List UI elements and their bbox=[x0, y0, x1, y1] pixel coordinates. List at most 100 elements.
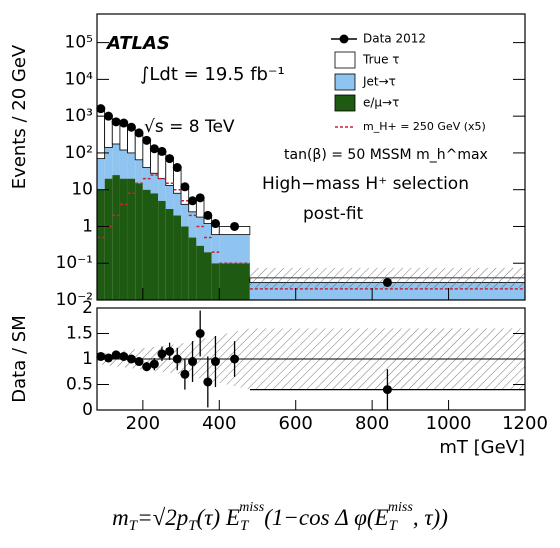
hist-bar bbox=[127, 178, 136, 300]
hist-bar bbox=[181, 226, 189, 300]
formula-part: T bbox=[240, 518, 250, 534]
x-tick-label: 1000 bbox=[426, 413, 472, 434]
legend-label: Data 2012 bbox=[363, 32, 426, 46]
ratio-point bbox=[157, 349, 167, 359]
hist-bar bbox=[165, 208, 174, 300]
hist-bar bbox=[219, 263, 250, 300]
annotation: post-fit bbox=[303, 204, 364, 224]
hist-bar bbox=[104, 178, 113, 300]
hist-bar bbox=[219, 234, 250, 264]
y-tick-label: 0 bbox=[82, 400, 93, 420]
hist-bar bbox=[165, 185, 174, 209]
hist-bar bbox=[188, 211, 197, 238]
y-axis-label: Data / SM bbox=[9, 315, 30, 402]
ratio-point bbox=[119, 351, 129, 361]
legend-label: True τ bbox=[362, 53, 400, 67]
data-point bbox=[180, 182, 190, 192]
data-point bbox=[157, 146, 167, 156]
hist-bar bbox=[127, 152, 136, 179]
formula-part: (1−cos Δ φ( bbox=[264, 505, 376, 530]
ratio-point bbox=[188, 357, 198, 367]
legend-label: e/μ→τ bbox=[363, 96, 399, 110]
hist-bar bbox=[196, 245, 204, 300]
main-panel: 10⁻² 10⁻¹ 1 10 10² 10³ 10⁴ 10⁵ Events / 20 GeV AT… bbox=[9, 13, 526, 310]
annotation: ∫Ldt = 19.5 fb⁻¹ bbox=[140, 64, 285, 85]
ratio-point bbox=[195, 329, 205, 338]
legend-swatch bbox=[334, 94, 356, 112]
ratio-point bbox=[134, 357, 144, 367]
hist-bar bbox=[112, 143, 120, 176]
y-tick-label: 10² bbox=[65, 143, 93, 163]
ratio-point bbox=[96, 351, 106, 361]
hist-bar bbox=[104, 147, 113, 179]
data-point bbox=[382, 277, 392, 287]
hist-bar bbox=[142, 189, 151, 300]
hist-bar bbox=[196, 217, 204, 246]
hist-bar bbox=[204, 223, 212, 253]
x-tick-label: 200 bbox=[126, 413, 160, 434]
data-point bbox=[134, 128, 144, 138]
x-tick-label: 1200 bbox=[502, 413, 548, 434]
ratio-point bbox=[142, 362, 152, 372]
formula-part: T bbox=[188, 518, 198, 534]
ratio-point bbox=[180, 369, 190, 379]
hist-bar bbox=[181, 204, 189, 227]
y-tick-label: 1 bbox=[82, 216, 93, 236]
y-tick-label: 1.5 bbox=[66, 324, 93, 344]
formula-part: m bbox=[112, 505, 129, 530]
annotation: √s = 8 TeV bbox=[144, 117, 235, 137]
ratio-point bbox=[165, 346, 175, 356]
hist-bar bbox=[119, 150, 128, 179]
ratio-point bbox=[230, 354, 240, 364]
formula-part: (τ) bbox=[197, 505, 226, 530]
data-point bbox=[142, 135, 152, 145]
hist-bar bbox=[204, 252, 212, 300]
formula-part: 2p bbox=[165, 505, 188, 530]
y-tick-label: 10⁻¹ bbox=[56, 253, 93, 273]
y-tick-label: 10 bbox=[71, 180, 93, 200]
formula: mT=√2pT(τ) ETmiss(1−cos Δ φ(ETmiss, τ)) bbox=[112, 500, 448, 534]
y-tick-label: 10³ bbox=[65, 106, 93, 126]
hist-bar bbox=[142, 167, 151, 190]
data-point bbox=[172, 163, 182, 173]
legend-swatch bbox=[334, 73, 356, 91]
x-tick-label: 400 bbox=[202, 413, 236, 434]
formula-part: , τ)) bbox=[413, 505, 448, 530]
hist-bar bbox=[158, 178, 166, 201]
data-point bbox=[111, 117, 121, 127]
legend-swatch bbox=[334, 51, 356, 69]
data-point bbox=[203, 210, 213, 220]
hist-bar bbox=[211, 263, 220, 300]
legend-marker bbox=[339, 34, 349, 44]
hist-bar bbox=[211, 234, 220, 264]
x-axis-label: mT [GeV] bbox=[439, 437, 525, 458]
annotation: ATLAS bbox=[105, 33, 170, 54]
y-tick-label: 10⁻² bbox=[56, 290, 93, 310]
annotation: tan(β) = 50 MSSM m_h^max bbox=[284, 147, 488, 163]
data-point bbox=[126, 122, 136, 132]
ratio-point bbox=[103, 353, 113, 363]
data-point bbox=[188, 196, 198, 206]
x-tick-label: 800 bbox=[355, 413, 389, 434]
formula-part: E bbox=[225, 505, 240, 530]
formula-part: E bbox=[374, 505, 389, 530]
data-point bbox=[230, 221, 240, 231]
data-point bbox=[195, 193, 205, 203]
hist-bar bbox=[97, 189, 105, 300]
ratio-point bbox=[210, 357, 220, 367]
data-point bbox=[119, 118, 129, 128]
hist-bar bbox=[135, 159, 143, 184]
hist-bar bbox=[119, 178, 128, 300]
hist-bar bbox=[188, 237, 197, 300]
hist-bar bbox=[158, 200, 166, 300]
formula-part: miss bbox=[388, 500, 413, 515]
y-tick-label: 10⁴ bbox=[65, 69, 94, 89]
formula-part: T bbox=[129, 518, 139, 534]
ratio-point bbox=[172, 354, 182, 364]
ratio-point bbox=[203, 377, 213, 387]
legend-label: m_H+ = 250 GeV (x5) bbox=[363, 120, 486, 133]
uncertainty-band bbox=[249, 267, 525, 288]
frame bbox=[96, 13, 526, 301]
annotation: High−mass H⁺ selection bbox=[262, 174, 469, 194]
y-tick-label: 2 bbox=[82, 298, 93, 318]
